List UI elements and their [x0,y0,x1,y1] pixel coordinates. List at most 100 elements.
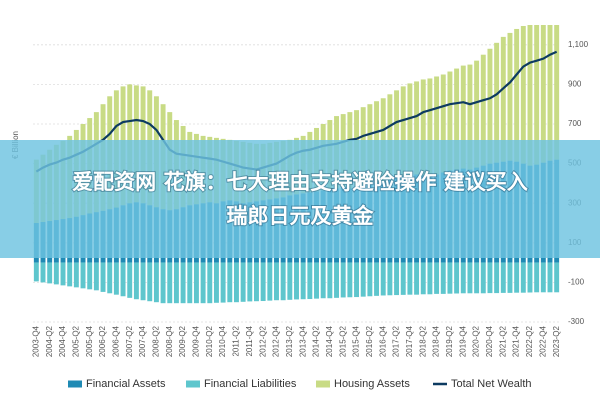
bar [53,262,59,285]
bar [80,262,86,289]
bar [133,262,139,300]
bar [420,262,426,295]
banner-bg [0,140,600,258]
x-tick-label: 2019-Q4 [458,325,467,357]
legend-label: Housing Assets [334,378,410,390]
bar [213,262,219,303]
x-tick-label: 2018-Q2 [418,325,427,357]
bar [300,262,306,300]
bar [153,262,159,303]
bar [280,262,286,301]
y-tick-label: -300 [568,317,585,326]
y-tick-label: 1,100 [568,40,589,49]
bar [414,81,420,175]
bar [287,262,293,300]
bar [480,262,486,294]
bar [520,262,526,293]
bar [507,262,513,293]
bar [434,76,440,175]
bar [67,262,73,287]
x-tick-label: 2021-Q2 [498,325,507,357]
bar [427,262,433,295]
banner-line: 爱配资网 花旗：七大理由支持避险操作 建议买入 [72,170,528,194]
bar [314,262,319,299]
bar [527,262,533,293]
bar [440,74,446,173]
bar [540,262,546,293]
bar [73,262,79,288]
bar [147,262,153,302]
bar [400,86,406,177]
bar [140,262,146,301]
bar [87,262,93,290]
bar [187,262,193,304]
bar [547,25,553,161]
bar [474,262,480,294]
bar [127,262,133,298]
bar [294,262,299,300]
x-tick-label: 2012-Q4 [272,325,281,357]
x-tick-label: 2019-Q2 [445,325,454,357]
legend-swatch [316,380,330,388]
bar [260,262,266,302]
x-tick-label: 2018-Q4 [432,325,441,357]
bar [494,262,500,294]
y-tick-label: -100 [568,278,585,287]
bar [487,262,493,294]
x-tick-label: 2014-Q4 [325,325,334,357]
legend-swatch [186,380,200,388]
x-tick-label: 2017-Q2 [392,325,401,357]
bar [407,83,413,176]
bar [514,28,520,162]
bar [354,262,360,298]
bar [274,262,279,301]
bar [474,60,480,168]
legend-label: Financial Assets [86,378,166,390]
x-tick-label: 2015-Q2 [338,325,347,357]
bar [240,262,246,302]
bar [40,262,46,283]
bar [220,262,226,303]
x-tick-label: 2009-Q2 [178,325,187,357]
x-tick-label: 2007-Q4 [138,325,147,357]
bar [160,262,166,304]
bar [434,262,440,294]
bar [387,94,393,180]
x-tick-label: 2012-Q2 [258,325,267,357]
x-tick-label: 2009-Q4 [192,325,201,357]
bar [547,262,553,293]
bar [394,262,400,296]
bar [527,25,533,166]
bar [327,262,333,299]
bar [167,262,173,304]
bar [360,262,366,297]
bar [254,262,259,302]
bar [380,98,386,182]
bar [207,262,213,304]
x-tick-label: 2011-Q2 [232,325,241,356]
bar [173,262,179,304]
legend-label: Total Net Wealth [451,378,532,390]
bar [540,25,546,163]
bar [93,262,99,291]
bar [420,79,426,176]
x-tick-label: 2003-Q4 [31,325,40,357]
x-tick-label: 2021-Q4 [512,325,521,357]
bar [460,262,466,294]
x-tick-label: 2015-Q4 [352,325,361,357]
bar [340,262,346,298]
x-tick-label: 2005-Q4 [85,325,94,357]
x-tick-label: 2004-Q4 [58,325,67,357]
bar [467,262,473,294]
bar [247,262,253,302]
bar [407,262,413,295]
x-tick-label: 2008-Q4 [165,325,174,357]
bar [193,262,199,304]
bar [427,78,433,177]
legend-swatch [68,380,82,388]
x-tick-label: 2007-Q2 [125,325,134,357]
bar [440,262,446,294]
bar [534,262,540,293]
bar [414,262,420,295]
